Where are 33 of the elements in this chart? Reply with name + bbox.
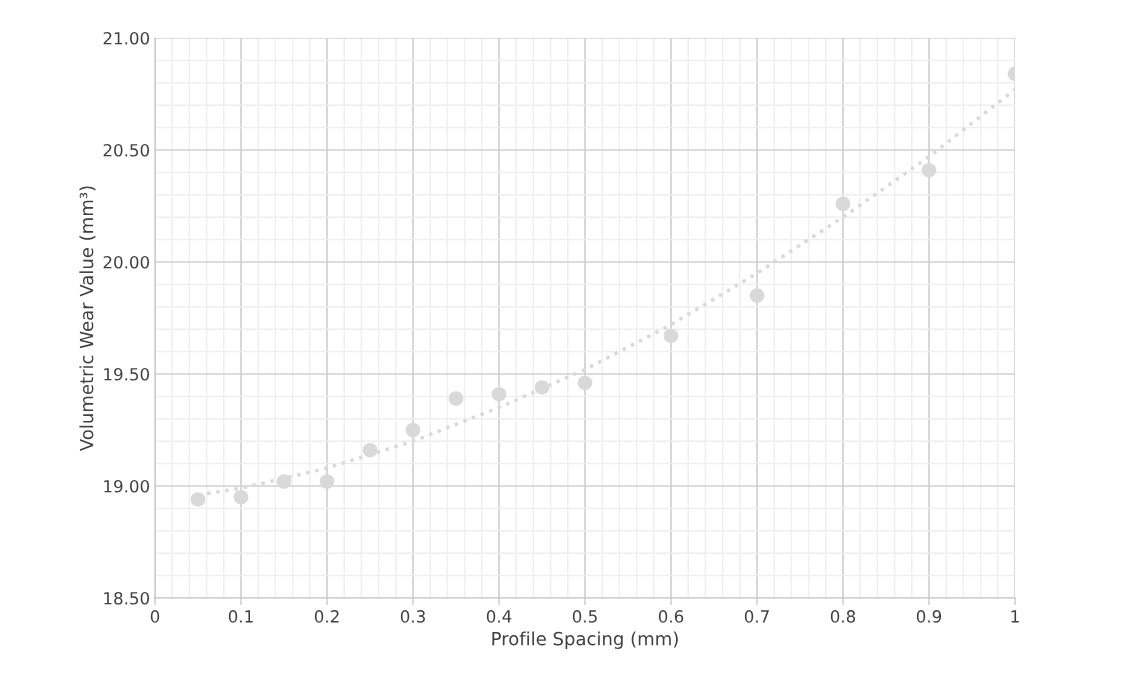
x-tick-label: 0.8	[830, 610, 856, 623]
point	[362, 442, 378, 458]
point	[491, 386, 507, 402]
y-tick-label: 21.00	[103, 31, 150, 45]
point	[663, 328, 679, 344]
point	[577, 375, 593, 391]
point	[319, 474, 335, 489]
point	[534, 380, 550, 395]
y-tick-label: 20.00	[103, 255, 150, 269]
y-axis-title: Volumetric Wear Value (mm³)	[79, 186, 96, 451]
y-tick-label: 18.50	[104, 591, 150, 605]
x-tick-label: 0.1	[228, 610, 253, 623]
x-tick-label: 0.3	[400, 610, 425, 623]
x-tick-label: 1	[1011, 610, 1019, 623]
point	[233, 489, 249, 505]
point	[835, 196, 851, 212]
x-tick-label: 0.6	[658, 610, 684, 623]
point	[405, 422, 421, 438]
x-tick-label: 0.2	[314, 610, 339, 623]
x-tick-label: 0.9	[916, 610, 942, 623]
x-tick-label: 0.4	[486, 610, 512, 623]
x-tick-label: 0.7	[744, 610, 769, 623]
point	[921, 162, 937, 178]
x-tick-label: 0	[150, 610, 160, 623]
point	[749, 288, 765, 303]
x-axis-title: Profile Spacing (mm)	[492, 631, 678, 649]
x-tick-label: 0.5	[572, 610, 597, 623]
point	[276, 474, 292, 489]
y-tick-label: 19.50	[104, 367, 150, 381]
y-tick-label: 20.50	[103, 143, 150, 157]
point	[448, 391, 464, 406]
y-tick-label: 19.00	[104, 479, 150, 493]
point	[190, 492, 206, 507]
